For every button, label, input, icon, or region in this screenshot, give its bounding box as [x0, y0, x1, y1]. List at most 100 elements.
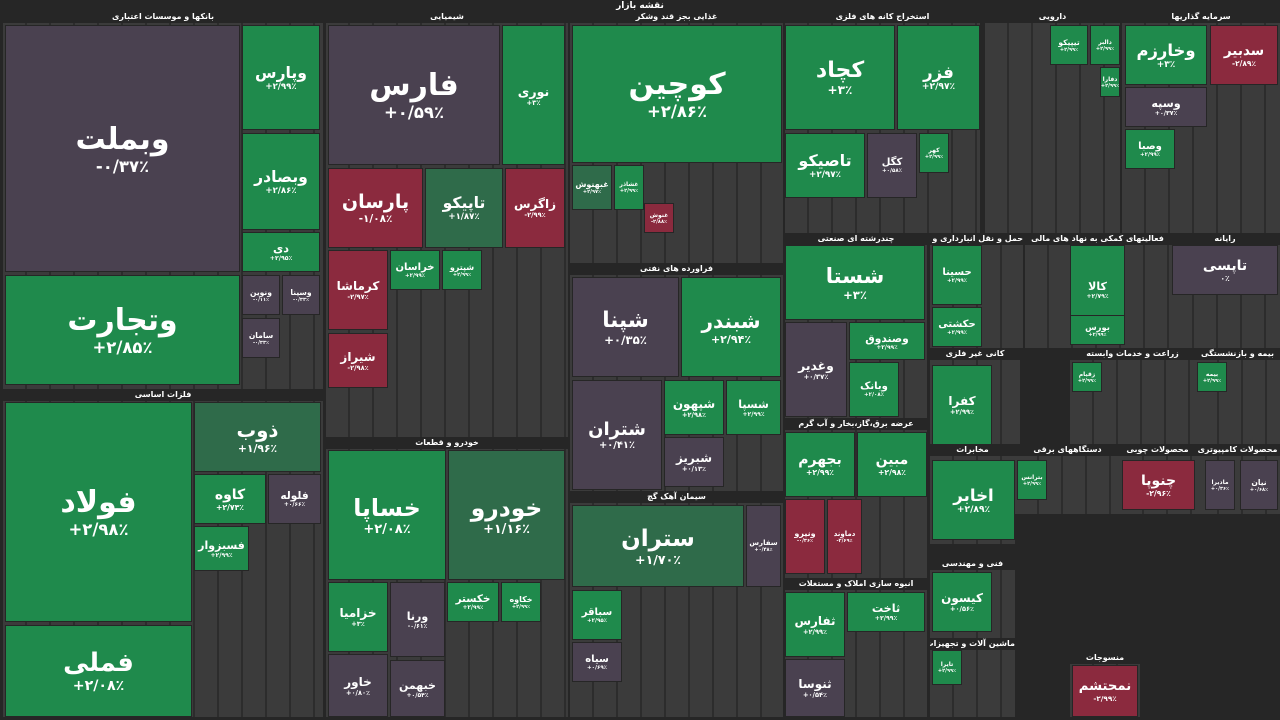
stock-tile[interactable]: ذوب +۱/۹۶٪ [194, 402, 321, 472]
stock-tile[interactable]: تایرا +۲/۹۹٪ [932, 650, 962, 685]
stock-tile[interactable]: شستا +۳٪ [785, 245, 925, 320]
symbol: فزر [923, 63, 954, 82]
stock-tile[interactable]: بیمه +۲/۹۹٪ [1197, 362, 1227, 392]
stock-tile[interactable]: شپترو +۲/۹۹٪ [442, 250, 482, 290]
stock-tile[interactable]: دی +۲/۹۵٪ [242, 232, 320, 272]
stock-tile[interactable]: پارسان -۱/۰۸٪ [328, 168, 423, 248]
stock-tile[interactable]: ثنوسا +۰/۵۴٪ [785, 659, 845, 717]
stock-tile[interactable]: سامان -۰/۳۳٪ [242, 318, 280, 358]
stock-tile[interactable]: غبهنوش +۲/۹۷٪ [572, 165, 612, 210]
stock-tile[interactable]: وبانک +۲/۰۸٪ [849, 362, 899, 417]
stock-tile[interactable]: ستران +۱/۷۰٪ [572, 505, 744, 587]
stock-tile[interactable]: فلوله +۰/۶۶٪ [268, 474, 321, 524]
stock-tile[interactable]: سدبیر -۲/۸۹٪ [1210, 25, 1278, 85]
stock-tile[interactable]: خساپا +۲/۰۸٪ [328, 450, 446, 580]
stock-tile[interactable]: کوچین +۲/۸۶٪ [572, 25, 782, 163]
stock-tile[interactable]: وخارزم +۳٪ [1125, 25, 1207, 85]
stock-tile[interactable]: کرماشا -۲/۹۷٪ [328, 250, 388, 330]
stock-tile[interactable]: سباقر +۲/۹۵٪ [572, 590, 622, 640]
stock-tile[interactable]: دالبر +۲/۹۹٪ [1090, 25, 1120, 65]
sector-title: محصولات کامپیوتری [1197, 445, 1278, 454]
stock-tile[interactable]: دماوند -۲/۶۹٪ [827, 499, 862, 574]
symbol: وبانک [860, 381, 888, 392]
stock-tile[interactable]: وسپه +۰/۳۷٪ [1125, 87, 1207, 127]
stock-tile[interactable]: چنوپا -۲/۹۶٪ [1122, 460, 1195, 510]
symbol: نوری [517, 83, 550, 99]
stock-tile[interactable]: زقیام +۲/۹۹٪ [1072, 362, 1102, 392]
stock-tile[interactable]: وصبا +۲/۹۹٪ [1125, 129, 1175, 169]
stock-tile[interactable]: خکاوه +۲/۹۹٪ [501, 582, 541, 622]
stock-tile[interactable]: بترانس +۲/۹۹٪ [1017, 460, 1047, 500]
stock-tile[interactable]: وبملت -۰/۳۷٪ [5, 25, 240, 272]
stock-tile[interactable]: وصندوق +۲/۹۹٪ [849, 322, 925, 360]
stock-tile[interactable]: تاپیکو +۱/۸۷٪ [425, 168, 503, 248]
symbol: غشاذر [619, 181, 639, 188]
stock-tile[interactable]: فزر +۲/۹۷٪ [897, 25, 980, 130]
stock-tile[interactable]: خبهمن +۰/۵۴٪ [390, 660, 445, 717]
stock-tile[interactable]: خاور +۰/۸۰٪ [328, 654, 388, 717]
stock-tile[interactable]: شیراز -۲/۹۸٪ [328, 333, 388, 388]
stock-tile[interactable]: خراسان +۲/۹۹٪ [390, 250, 440, 290]
stock-tile[interactable]: وبصادر +۲/۸۶٪ [242, 133, 320, 230]
stock-tile[interactable]: خکستر +۲/۹۹٪ [447, 582, 499, 622]
stock-tile[interactable]: حکشتی +۲/۹۹٪ [932, 307, 982, 347]
stock-tile[interactable]: فولاد +۲/۹۸٪ [5, 402, 192, 622]
stock-tile[interactable]: شپنا +۰/۳۵٪ [572, 277, 679, 377]
change: -۲/۹۸٪ [347, 363, 369, 372]
change: -۲/۶۹٪ [836, 537, 853, 544]
stock-tile[interactable]: فسبزوار +۲/۹۹٪ [194, 526, 249, 571]
stock-tile[interactable]: کچاد +۳٪ [785, 25, 895, 130]
stock-tile[interactable]: فارس +۰/۵۹٪ [328, 25, 500, 165]
stock-tile[interactable]: نیان +۰/۶۸٪ [1240, 460, 1278, 510]
stock-tile[interactable]: شبندر +۲/۹۴٪ [681, 277, 781, 377]
stock-tile[interactable]: تیپیکو +۲/۹۹٪ [1050, 25, 1088, 65]
stock-tile[interactable]: شتران +۰/۴۱٪ [572, 380, 662, 490]
change: +۲/۹۹٪ [462, 605, 484, 611]
stock-tile[interactable]: زاگرس -۲/۹۹٪ [505, 168, 565, 248]
stock-tile[interactable]: فملی +۲/۰۸٪ [5, 625, 192, 717]
change: +۲/۹۹٪ [742, 410, 765, 418]
stock-tile[interactable]: تاصیکو +۲/۹۷٪ [785, 133, 865, 198]
change: +۲/۹۹٪ [210, 551, 233, 559]
stock-tile[interactable]: ونوین -۰/۱۱٪ [242, 275, 280, 315]
stock-tile[interactable]: خزامیا +۳٪ [328, 582, 388, 652]
symbol: کرماشا [336, 279, 380, 293]
stock-tile[interactable]: دفارا +۲/۹۹٪ [1100, 67, 1120, 97]
change: -۲/۸۸٪ [650, 218, 668, 225]
stock-tile[interactable]: نوری +۳٪ [502, 25, 565, 165]
stock-tile[interactable]: ونیرو -۰/۳۶٪ [785, 499, 825, 574]
stock-tile[interactable]: کاوه +۲/۷۳٪ [194, 474, 266, 524]
stock-tile[interactable]: وپارس +۲/۹۹٪ [242, 25, 320, 130]
stock-tile[interactable]: کیسون +۰/۵۶٪ [932, 572, 992, 632]
change: +۲/۹۵٪ [586, 617, 608, 624]
change: +۲/۰۸٪ [363, 521, 411, 537]
stock-tile[interactable]: ورنا -۰/۶۱٪ [390, 582, 445, 657]
stock-tile[interactable]: تاپسی ۰٪ [1172, 245, 1278, 295]
stock-tile[interactable]: شپهون +۲/۹۸٪ [664, 380, 724, 435]
stock-tile[interactable]: مبین +۲/۹۸٪ [857, 432, 927, 497]
stock-tile[interactable]: سیاه +۰/۶۹٪ [572, 642, 622, 682]
change: +۲/۹۹٪ [1059, 46, 1079, 53]
stock-tile[interactable]: حسینا +۲/۹۹٪ [932, 245, 982, 305]
symbol: پارسان [341, 191, 410, 213]
stock-tile[interactable]: غنوش -۲/۸۸٪ [644, 203, 674, 233]
stock-tile[interactable]: شسپا +۲/۹۹٪ [726, 380, 781, 435]
stock-tile[interactable]: شبریز +۰/۱۳٪ [664, 437, 724, 487]
stock-tile[interactable]: ثاخت +۲/۹۹٪ [847, 592, 925, 632]
stock-tile[interactable]: نمحتشم -۲/۹۹٪ [1072, 665, 1138, 717]
stock-tile[interactable]: اخابر +۲/۸۹٪ [932, 460, 1015, 540]
stock-tile[interactable]: مادیرا +۰/۳۶٪ [1205, 460, 1235, 510]
sector-title: شیمیایی [430, 12, 464, 21]
stock-tile[interactable]: کگل +۰/۵۸٪ [867, 133, 917, 198]
stock-tile[interactable]: کفرا +۲/۹۹٪ [932, 365, 992, 445]
stock-tile[interactable]: سفارس +۰/۴۸٪ [746, 505, 781, 587]
stock-tile[interactable]: بورس +۲/۹۹٪ [1070, 315, 1125, 345]
stock-tile[interactable]: وتجارت +۲/۸۵٪ [5, 275, 240, 385]
stock-tile[interactable]: وغدیر +۰/۳۷٪ [785, 322, 847, 417]
stock-tile[interactable]: وسینا -۰/۳۳٪ [282, 275, 320, 315]
stock-tile[interactable]: ثفارس +۲/۹۹٪ [785, 592, 845, 657]
stock-tile[interactable]: کهر +۲/۹۹٪ [919, 133, 949, 173]
stock-tile[interactable]: خودرو +۱/۱۶٪ [448, 450, 565, 580]
stock-tile[interactable]: غشاذر +۲/۹۹٪ [614, 165, 644, 210]
stock-tile[interactable]: بجهرم +۲/۹۹٪ [785, 432, 855, 497]
